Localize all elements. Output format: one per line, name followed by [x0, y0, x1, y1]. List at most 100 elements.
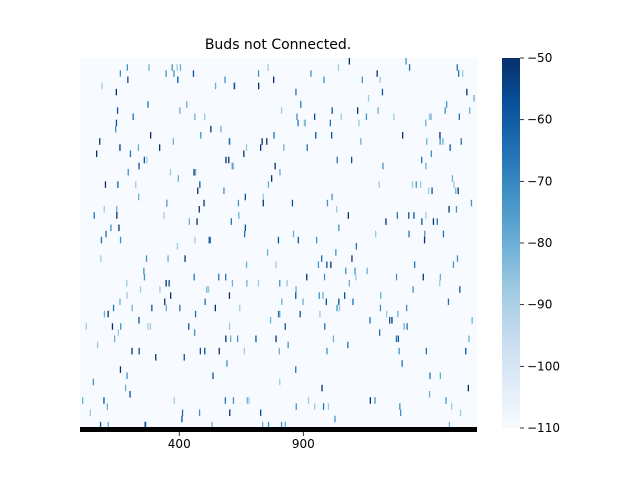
heatmap-cell: [244, 193, 246, 201]
heatmap-cell: [327, 403, 330, 410]
heatmap-cell: [229, 409, 231, 417]
heatmap-cell: [99, 138, 101, 145]
heatmap-cell: [442, 230, 445, 238]
heatmap-cell: [399, 403, 401, 410]
heatmap-cell: [149, 323, 152, 330]
heatmap-cell: [233, 82, 236, 90]
heatmap-cell: [430, 113, 432, 121]
heatmap-cell: [415, 181, 417, 188]
heatmap-cell: [126, 64, 128, 71]
heatmap-cell: [105, 230, 107, 238]
heatmap-cell: [400, 409, 402, 417]
heatmap-cell: [159, 286, 161, 293]
heatmap-cell: [366, 267, 368, 275]
heatmap-cell: [351, 255, 353, 262]
heatmap-cell: [345, 267, 347, 275]
heatmap-cell: [193, 169, 195, 176]
heatmap-cell: [269, 317, 272, 324]
heatmap-cell: [89, 409, 91, 417]
heatmap-cell: [179, 107, 181, 114]
heatmap-cell: [391, 317, 393, 324]
heatmap-cell: [402, 132, 404, 139]
heatmap-cell: [357, 107, 359, 114]
heatmap-cell: [106, 403, 108, 410]
heatmap-cell: [146, 156, 148, 164]
heatmap-cell: [369, 317, 371, 324]
heatmap-cell: [292, 230, 295, 238]
heatmap-cell: [208, 236, 210, 244]
heatmap-cell: [119, 144, 121, 151]
heatmap-cell: [172, 138, 174, 145]
heatmap-cell: [447, 298, 450, 306]
heatmap-cell: [194, 310, 197, 318]
heatmap-cell: [111, 323, 114, 330]
heatmap-cell: [99, 421, 102, 429]
heatmap-cell: [176, 64, 178, 71]
heatmap-cell: [421, 218, 423, 225]
heatmap-cell: [194, 169, 197, 176]
heatmap-cell: [199, 347, 201, 355]
heatmap-cell: [183, 354, 185, 361]
heatmap-cell: [214, 82, 217, 90]
heatmap-cell: [376, 70, 378, 77]
heatmap-cell: [277, 236, 280, 244]
heatmap-cell: [360, 138, 362, 145]
heatmap-cell: [194, 236, 196, 244]
heatmap-cell: [436, 218, 438, 225]
heatmap-cell: [316, 236, 318, 244]
heatmap-cell: [393, 113, 395, 121]
heatmap-cell: [169, 169, 172, 176]
heatmap-cell: [413, 212, 415, 219]
heatmap-cell: [322, 292, 324, 299]
heatmap-cell: [274, 162, 276, 170]
heatmap-cell: [425, 119, 427, 127]
heatmap-cell: [411, 181, 414, 188]
heatmap-cell: [319, 310, 321, 318]
heatmap-cell: [260, 144, 262, 151]
heatmap-cell: [281, 298, 283, 306]
heatmap-cell: [369, 397, 371, 404]
heatmap-cell: [326, 347, 328, 355]
heatmap-cell: [239, 304, 241, 312]
heatmap-cell: [295, 366, 297, 373]
heatmap-cell: [378, 181, 380, 188]
heatmap-cell: [455, 187, 457, 195]
heatmap-cell: [470, 199, 473, 207]
heatmap-cell: [223, 187, 225, 195]
heatmap-cell: [204, 113, 206, 121]
heatmap-cell: [449, 144, 451, 151]
heatmap-cell: [198, 206, 200, 213]
heatmap-cell: [115, 119, 118, 127]
heatmap-cell: [425, 212, 427, 219]
heatmap-cell: [145, 255, 148, 262]
heatmap-cell: [403, 323, 405, 330]
heatmap-cell: [315, 132, 317, 139]
heatmap-cell: [299, 310, 301, 318]
heatmap-cell: [408, 64, 411, 71]
heatmap-cell: [131, 347, 133, 355]
heatmap-cell: [230, 218, 232, 225]
heatmap-cell: [426, 138, 428, 145]
heatmap-cell: [168, 280, 170, 287]
heatmap-cell: [325, 298, 327, 306]
colorbar-tick-label: −60: [527, 113, 552, 127]
heatmap-cell: [248, 397, 250, 404]
heatmap-cell: [459, 409, 462, 417]
heatmap-cell: [331, 132, 333, 139]
heatmap-cell: [361, 76, 363, 84]
heatmap-cell: [170, 292, 172, 299]
heatmap-cell: [186, 101, 188, 108]
heatmap-cell: [243, 347, 245, 355]
heatmap-cell: [386, 310, 388, 318]
heatmap-cell: [260, 409, 262, 417]
heatmap-cell: [381, 88, 384, 96]
heatmap-cell: [225, 335, 227, 343]
heatmap-cell: [277, 310, 280, 318]
heatmap-cell: [237, 335, 239, 343]
heatmap-cell: [314, 113, 316, 121]
heatmap-cell: [302, 298, 304, 306]
heatmap-cell: [267, 181, 270, 188]
heatmap-cell: [284, 421, 286, 429]
heatmap-cell: [115, 125, 117, 133]
